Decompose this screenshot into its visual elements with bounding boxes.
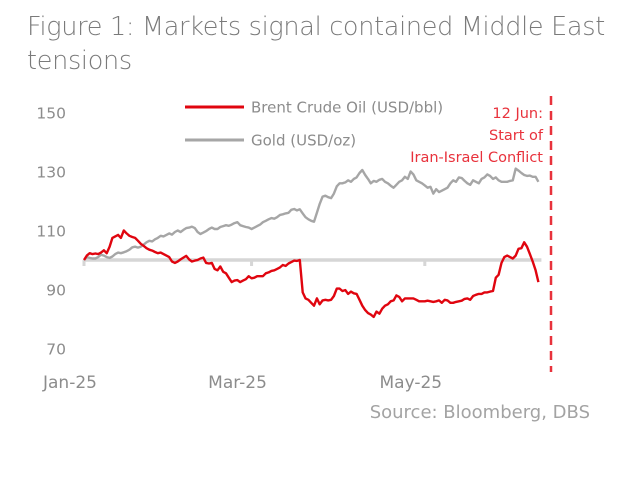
chart-title: Figure 1: Markets signal contained Middl… bbox=[27, 12, 605, 76]
annotation-text: 12 Jun: bbox=[492, 106, 543, 122]
series-group bbox=[82, 167, 540, 319]
x-tick-label: Jan-25 bbox=[42, 373, 97, 393]
y-tick-label: 150 bbox=[36, 105, 66, 123]
legend-label: Brent Crude Oil (USD/bbl) bbox=[251, 99, 443, 117]
annotation-text: Start of bbox=[489, 128, 544, 144]
y-tick-label: 130 bbox=[36, 164, 66, 182]
annotation: 12 Jun: Start of Iran-Israel Conflict bbox=[410, 96, 553, 372]
y-tick-label: 70 bbox=[46, 341, 66, 359]
annotation-text: Iran-Israel Conflict bbox=[410, 150, 543, 166]
series-line-brent bbox=[82, 229, 540, 319]
source-note: Source: Bloomberg, DBS bbox=[369, 402, 590, 423]
legend-label: Gold (USD/oz) bbox=[251, 132, 356, 150]
x-tick-label: Mar-25 bbox=[208, 373, 267, 393]
x-tick-label: May-25 bbox=[379, 373, 442, 393]
series-line-gold bbox=[83, 167, 540, 261]
baseline-axis bbox=[82, 258, 542, 266]
y-tick-label: 90 bbox=[46, 282, 66, 300]
legend: Brent Crude Oil (USD/bbl) Gold (USD/oz) bbox=[185, 99, 443, 150]
x-axis: Jan-25 Mar-25 May-25 bbox=[42, 373, 442, 393]
y-axis: 70 90 110 130 150 bbox=[36, 105, 66, 359]
y-tick-label: 110 bbox=[36, 223, 66, 241]
